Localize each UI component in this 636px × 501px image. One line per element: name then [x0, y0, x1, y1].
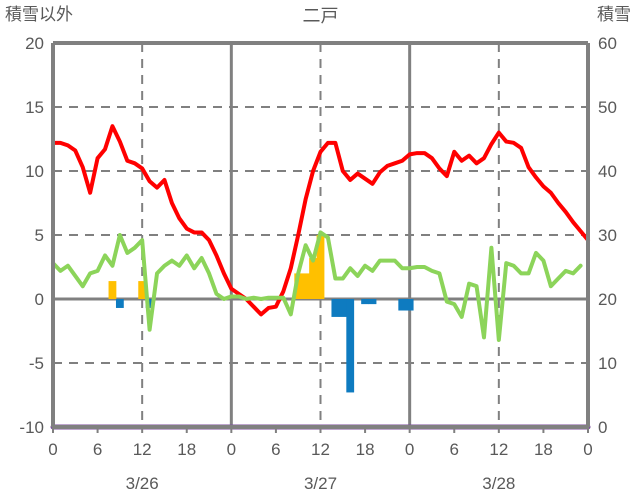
xtick-label-8: 0: [405, 440, 414, 459]
xtick-label-3: 18: [177, 440, 196, 459]
ytick-label-right-5: 10: [598, 354, 617, 373]
bar-降水量-36: [316, 235, 325, 299]
xtick-label-10: 12: [489, 440, 508, 459]
bar-降水量-12: [138, 281, 147, 299]
xtick-label-2: 12: [133, 440, 152, 459]
series-line-風速: [51, 230, 583, 342]
series-line-気温: [51, 124, 590, 317]
xtick-label-6: 12: [311, 440, 330, 459]
xtick-label-0: 0: [48, 440, 57, 459]
ytick-label-right-1: 50: [598, 98, 617, 117]
plot-frame: [51, 41, 590, 433]
xtick-label-7: 18: [356, 440, 375, 459]
bar-降水量-34: [301, 273, 310, 299]
bar-降雪-40: [346, 299, 355, 393]
xtick-label-12: 0: [583, 440, 592, 459]
bar-降雪-13: [145, 299, 154, 308]
chart-title: 二戸: [303, 6, 339, 26]
ytick-label-left-6: -10: [19, 418, 44, 437]
bar-降水量-35: [309, 258, 317, 299]
date-label-1: 3/27: [304, 474, 337, 493]
ytick-label-left-4: 0: [35, 290, 44, 309]
xtick-label-9: 6: [450, 440, 459, 459]
right-axis-title: 積雪: [597, 5, 631, 24]
ytick-label-right-6: 0: [598, 418, 607, 437]
ytick-label-left-3: 5: [35, 226, 44, 245]
bar-降雪-48: [405, 299, 414, 311]
bars-layer: [108, 235, 414, 393]
xtick-label-4: 0: [227, 440, 236, 459]
bar-降雪-43: [368, 299, 377, 305]
ytick-label-left-2: 10: [25, 162, 44, 181]
ytick-label-left-5: -5: [29, 354, 44, 373]
date-label-0: 3/26: [126, 474, 159, 493]
xtick-label-5: 6: [271, 440, 280, 459]
bar-降雪-38: [331, 299, 340, 317]
xtick-label-1: 6: [93, 440, 102, 459]
bar-降雪-39: [338, 299, 347, 317]
bar-降雪-47: [398, 299, 407, 311]
grid-layer: [53, 43, 588, 427]
ytick-label-right-4: 20: [598, 290, 617, 309]
bar-降雪-9: [115, 299, 124, 308]
date-label-2: 3/28: [482, 474, 515, 493]
ytick-label-left-0: 20: [25, 34, 44, 53]
bar-降水量-33: [294, 273, 303, 299]
ytick-label-left-1: 15: [25, 98, 44, 117]
left-axis-title: 積雪以外: [5, 5, 73, 24]
bar-降雪-42: [361, 299, 369, 305]
ytick-label-right-0: 60: [598, 34, 617, 53]
ytick-label-right-3: 30: [598, 226, 617, 245]
bar-降水量-8: [108, 281, 117, 299]
ytick-label-right-2: 40: [598, 162, 617, 181]
xtick-label-11: 18: [534, 440, 553, 459]
